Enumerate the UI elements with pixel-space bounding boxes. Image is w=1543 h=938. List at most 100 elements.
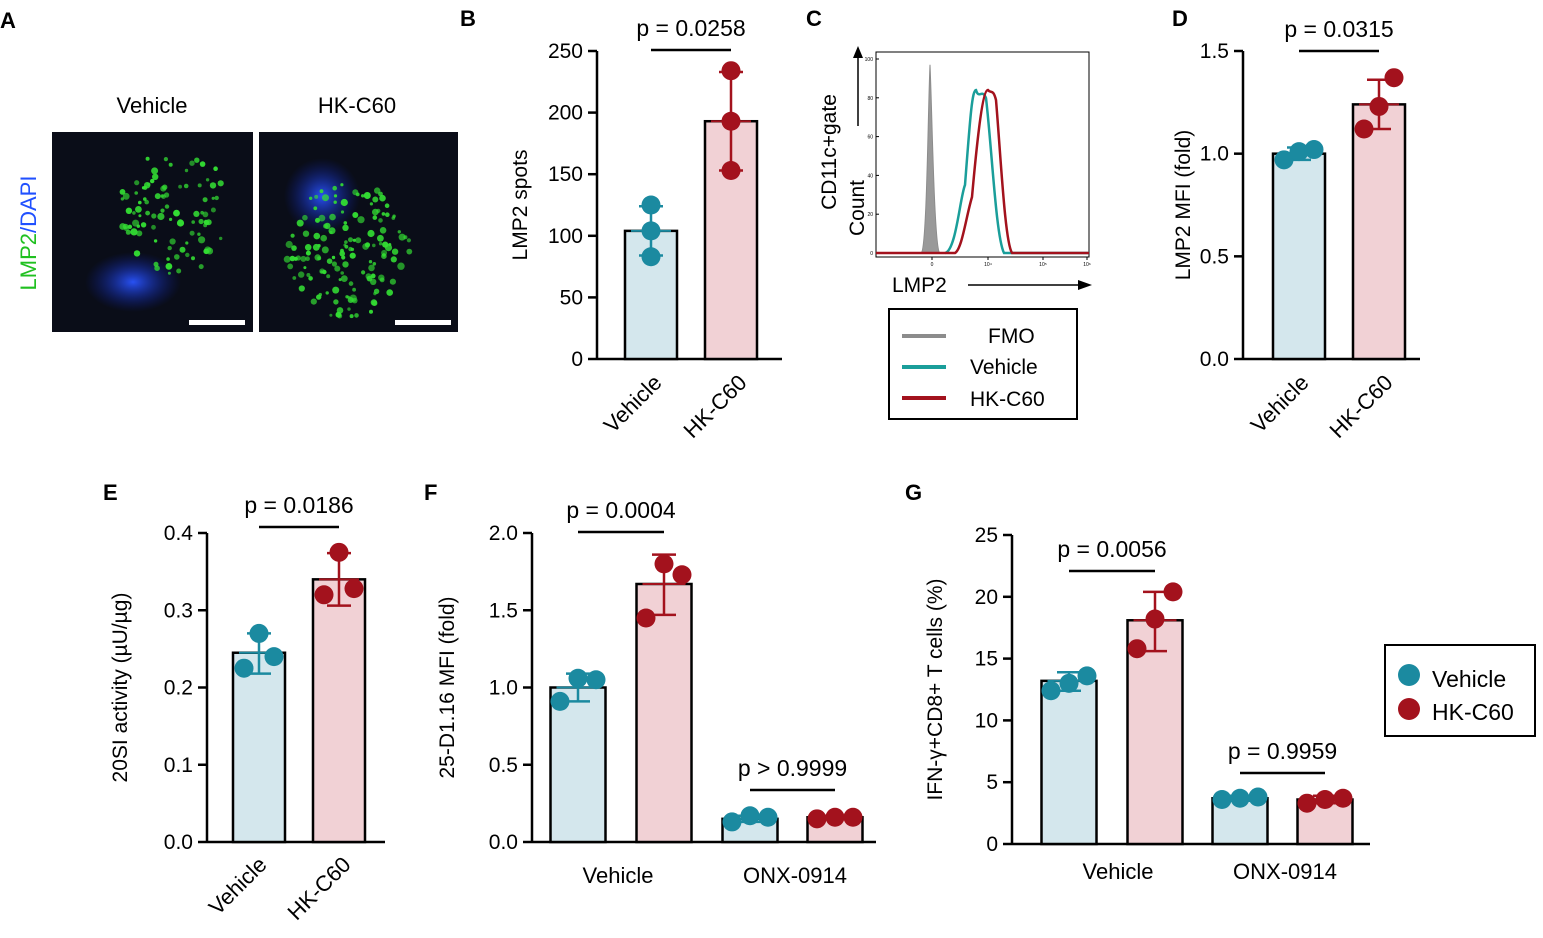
hkc60-lmp2-punctum	[377, 234, 384, 242]
vehicle-lmp2-punctum	[152, 173, 159, 180]
hkc60-lmp2-punctum	[324, 222, 331, 230]
panel-e-bar-hkc60	[311, 578, 367, 844]
panel-f-point-onx-hkc60	[843, 807, 863, 827]
hkc60-lmp2-punctum	[292, 276, 297, 280]
hkc60-lmp2-punctum	[385, 212, 390, 217]
panel-g-chart: 0 5 10 15 20 25 IFN-γ+CD8+ T cells (%) p = 0.00…	[924, 524, 1370, 884]
hkc60-lmp2-punctum	[304, 244, 312, 251]
legend-fg: Vehicle HK-C60	[1384, 644, 1536, 737]
hkc60-lmp2-punctum	[374, 187, 381, 194]
hkc60-lmp2-punctum	[348, 281, 354, 286]
hkc60-lmp2-punctum	[289, 255, 296, 262]
hkc60-lmp2-punctum	[326, 274, 331, 279]
panel-f-point-vehicle-hkc60	[636, 608, 656, 628]
hkc60-lmp2-punctum	[365, 273, 372, 280]
hkc60-lmp2-punctum	[312, 243, 320, 251]
hkc60-lmp2-punctum	[340, 183, 344, 187]
scale-bar-vehicle	[189, 320, 245, 325]
vehicle-lmp2-punctum	[163, 157, 168, 162]
hkc60-lmp2-punctum	[331, 261, 337, 267]
panel-b-ytick-label: 200	[548, 102, 583, 125]
panel-c-fmo-curve	[920, 64, 941, 254]
panel-letter-d: D	[1172, 6, 1188, 31]
panel-e-point-vehicle	[264, 647, 284, 667]
panel-c-vehicle-curve	[944, 88, 1089, 255]
hkc60-lmp2-punctum	[340, 271, 345, 275]
vehicle-lmp2-punctum	[120, 197, 125, 201]
hkc60-lmp2-punctum	[370, 299, 378, 306]
hkc60-lmp2-punctum	[302, 214, 308, 221]
panel-d-point-vehicle	[1274, 150, 1294, 170]
panel-f-ytick-label: 0.0	[489, 831, 518, 854]
hkc60-lmp2-punctum	[310, 298, 317, 305]
panel-g-point-vehicle-vehicle	[1077, 666, 1097, 686]
panel-f-ytick-label: 1.0	[489, 677, 518, 700]
panel-f-ytick-label: 1.5	[489, 599, 518, 622]
panel-f-ytick-label: 0.5	[489, 754, 518, 777]
panel-e-xtick-label: Vehicle	[204, 852, 272, 920]
vehicle-lmp2-punctum	[183, 183, 189, 189]
hkc60-lmp2-punctum	[349, 294, 357, 302]
hkc60-lmp2-punctum	[333, 200, 337, 204]
panel-c-ylabel-line2: Count	[846, 180, 869, 236]
vehicle-lmp2-punctum	[178, 184, 183, 189]
panel-g-xtick-label: Vehicle	[1083, 859, 1154, 884]
hkc60-lmp2-punctum	[349, 252, 356, 259]
hkc60-lmp2-punctum	[305, 256, 310, 262]
hkc60-lmp2-punctum	[384, 203, 390, 208]
hkc60-lmp2-punctum	[329, 213, 336, 221]
hkc60-lmp2-punctum	[329, 313, 333, 317]
legend-vehicle-label: Vehicle	[1432, 666, 1506, 692]
vehicle-lmp2-punctum	[138, 200, 142, 205]
hkc60-lmp2-punctum	[406, 238, 411, 243]
hkc60-lmp2-punctum	[337, 313, 343, 319]
hkc60-lmp2-punctum	[349, 314, 354, 319]
vehicle-lmp2-punctum	[169, 217, 173, 221]
hkc60-lmp2-punctum	[372, 215, 378, 220]
panel-f-ylabel: 25-D1.16 MFI (fold)	[436, 596, 459, 778]
panel-f-point-vehicle-vehicle	[550, 691, 570, 711]
vehicle-lmp2-punctum	[198, 264, 204, 270]
vehicle-lmp2-punctum	[179, 246, 186, 253]
panel-f-point-vehicle-hkc60	[672, 565, 692, 585]
panel-e-pvalue: p = 0.0186	[244, 492, 353, 518]
panel-a-ylabel-slash: /	[16, 226, 41, 233]
vehicle-lmp2-punctum	[193, 210, 200, 217]
hkc60-lmp2-punctum	[296, 219, 304, 227]
hkc60-lmp2-punctum	[291, 245, 297, 251]
panel-a-ylabel: LMP2/DAPI	[16, 176, 41, 291]
hkc60-lmp2-punctum	[389, 278, 396, 285]
hkc60-lmp2-punctum	[339, 250, 346, 257]
hkc60-lmp2-punctum	[369, 309, 373, 314]
vehicle-lmp2-punctum	[138, 214, 142, 218]
vehicle-lmp2-punctum	[153, 239, 158, 243]
hkc60-lmp2-punctum	[332, 185, 338, 191]
vehicle-lmp2-punctum	[185, 241, 189, 245]
vehicle-lmp2-punctum	[119, 189, 126, 195]
vehicle-lmp2-punctum	[123, 226, 129, 232]
hkc60-lmp2-punctum	[319, 268, 325, 275]
hkc60-lmp2-punctum	[352, 238, 356, 242]
hkc60-lmp2-punctum	[373, 291, 377, 296]
vehicle-lmp2-punctum	[160, 208, 165, 213]
panel-c-xtick-label: 10⁶	[1083, 262, 1091, 268]
hkc60-lmp2-punctum	[370, 278, 377, 285]
panel-b-xtick-label: HK-C60	[679, 370, 752, 443]
panel-a-ylabel-dapi: DAPI	[16, 176, 41, 227]
legend-hkc60-marker	[1398, 698, 1420, 720]
hkc60-lmp2-punctum	[344, 244, 349, 249]
panel-f-chart: 0.0 0.5 1.0 1.5 2.0 25-D1.16 MFI (fold) p = 0.…	[436, 497, 876, 888]
hkc60-lmp2-punctum	[367, 229, 375, 238]
hkc60-lmp2-punctum	[309, 196, 313, 200]
panel-letter-b: B	[460, 6, 476, 31]
vehicle-lmp2-punctum	[157, 212, 165, 221]
panel-c-histogram: CD11c+gate Count LMP2 0 20 40 60 80 100 0 10⁴ 10…	[818, 46, 1092, 420]
scale-bar-hkc60	[395, 320, 451, 325]
panel-c-ticks: 0 20 40 60 80 100 0 10⁴ 10⁵ 10⁶	[865, 57, 1091, 268]
vehicle-lmp2-punctum	[166, 257, 170, 261]
panel-e-point-hkc60	[344, 579, 364, 599]
hkc60-lmp2-punctum	[295, 255, 301, 261]
panel-e-ytick-label: 0.2	[164, 677, 193, 700]
panel-c-xtick-label: 0	[931, 262, 934, 268]
panel-g-point-vehicle-hkc60	[1127, 639, 1147, 659]
